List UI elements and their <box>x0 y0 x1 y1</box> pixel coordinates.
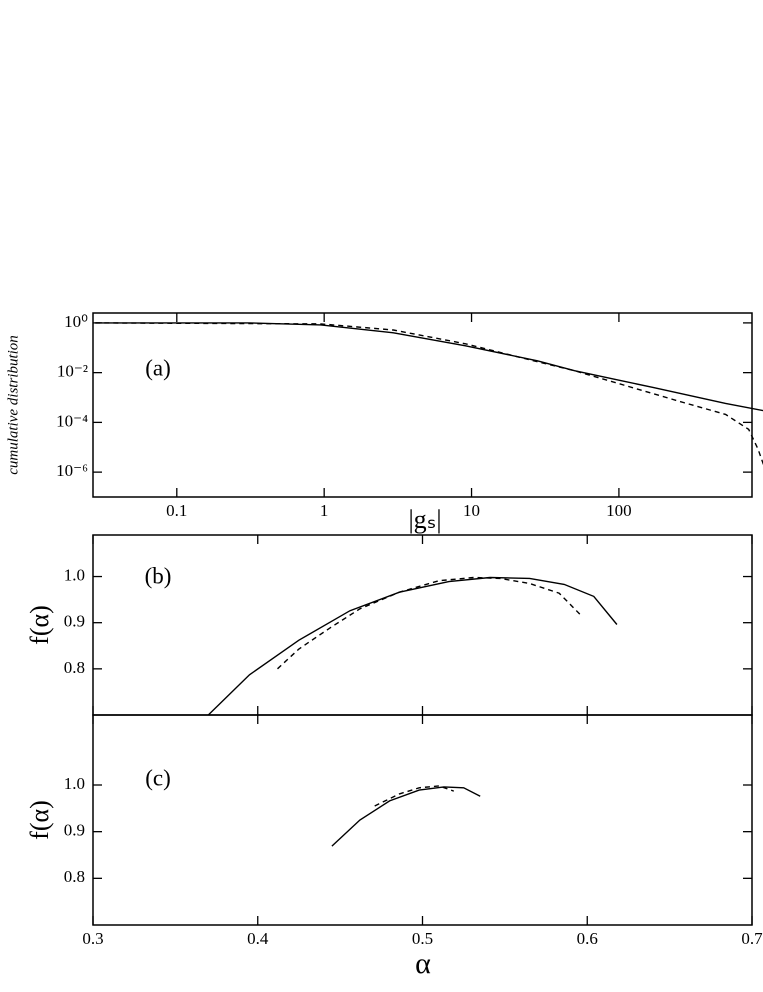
y-tick-label: 10⁻⁴ <box>56 411 88 430</box>
y-tick-label: 0.8 <box>64 658 85 677</box>
y-axis-label: f(α) <box>25 605 54 645</box>
x-tick-label: 0.6 <box>577 929 598 948</box>
x-tick-label: 0.3 <box>82 929 103 948</box>
x-tick-label: 10 <box>463 501 480 520</box>
y-tick-label: 0.9 <box>64 612 85 631</box>
x-axis-label: α <box>415 947 431 980</box>
dashed-line <box>277 576 583 670</box>
y-tick-label: 0.9 <box>64 821 85 840</box>
y-tick-label: 0.8 <box>64 867 85 886</box>
x-tick-label: 1 <box>320 501 329 520</box>
x-tick-label: 0.4 <box>247 929 269 948</box>
y-axis-label: cumulative distribution <box>5 335 21 475</box>
solid-line <box>95 322 763 412</box>
solid-line <box>331 786 481 847</box>
y-axis-label: f(α) <box>25 800 54 840</box>
x-tick-label: 0.7 <box>741 929 763 948</box>
x-tick-label: 0.1 <box>166 501 187 520</box>
dashed-line <box>374 785 455 807</box>
solid-line <box>207 576 618 716</box>
dashed-line <box>95 322 763 466</box>
panel-label: (a) <box>145 355 171 380</box>
y-tick-label: 10⁰ <box>64 312 88 331</box>
panel-label: (b) <box>145 563 172 588</box>
plot-frame <box>92 312 753 498</box>
x-tick-label: 0.5 <box>412 929 433 948</box>
y-tick-label: 10⁻⁶ <box>56 461 88 480</box>
plot-frame <box>92 534 753 716</box>
y-tick-label: 1.0 <box>64 565 85 584</box>
panel-label: (c) <box>145 765 171 790</box>
x-tick-label: 100 <box>606 501 632 520</box>
x-axis-label: |gₛ| <box>408 505 441 534</box>
y-tick-label: 1.0 <box>64 774 85 793</box>
plot-frame <box>92 714 753 926</box>
y-tick-label: 10⁻² <box>57 362 88 381</box>
